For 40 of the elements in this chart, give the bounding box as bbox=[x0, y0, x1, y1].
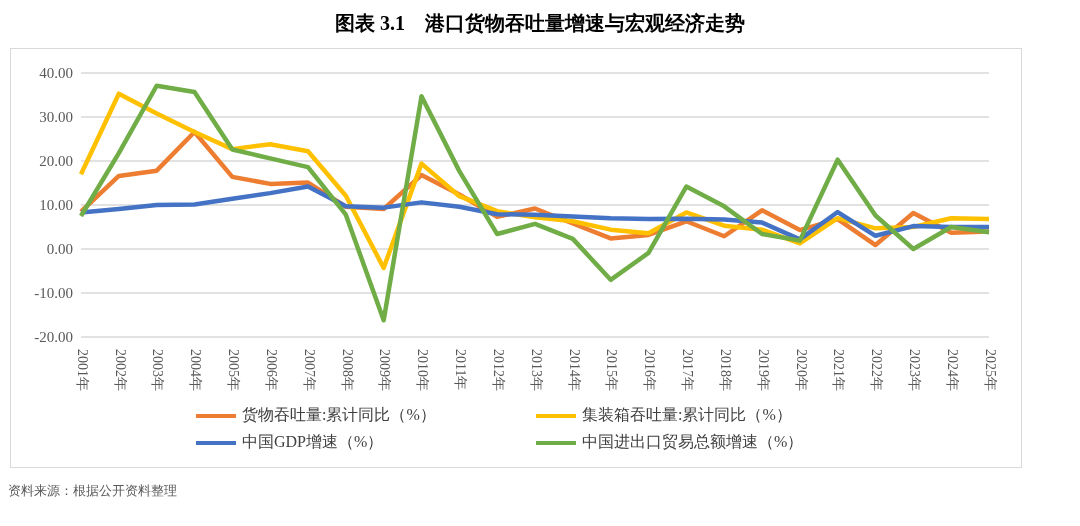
x-tick-label: 2006年 bbox=[263, 349, 279, 391]
x-tick-label: 2025年 bbox=[982, 349, 998, 391]
x-tick-label: 2009年 bbox=[377, 349, 393, 391]
x-tick-label: 2014年 bbox=[566, 349, 582, 391]
y-tick-label: 30.00 bbox=[39, 109, 73, 126]
x-tick-label: 2016年 bbox=[642, 349, 658, 391]
y-tick-label: 10.00 bbox=[39, 197, 73, 214]
x-tick-label: 2022年 bbox=[869, 349, 885, 391]
legend-label: 集装箱吞吐量:累计同比（%） bbox=[582, 405, 792, 425]
x-tick-label: 2001年 bbox=[74, 349, 90, 391]
x-tick-label: 2010年 bbox=[415, 349, 431, 391]
x-tick-label: 2019年 bbox=[755, 349, 771, 391]
chart-title: 图表 3.1 港口货物吞吐量增速与宏观经济走势 bbox=[334, 11, 746, 36]
text: 资料来源：根据公开资料整理 bbox=[8, 482, 178, 500]
legend-label: 中国进出口贸易总额增速（%） bbox=[582, 432, 804, 452]
y-tick-label: -10.00 bbox=[34, 285, 73, 302]
y-tick-label: -20.00 bbox=[34, 329, 73, 346]
x-tick-label: 2003年 bbox=[150, 349, 166, 391]
line-series bbox=[78, 83, 992, 323]
x-tick-label: 2004年 bbox=[188, 349, 204, 391]
x-tick-label: 2008年 bbox=[339, 349, 355, 391]
x-tick-label: 2021年 bbox=[831, 349, 847, 391]
line-series bbox=[78, 184, 992, 242]
x-tick-label: 2024年 bbox=[944, 349, 960, 391]
y-tick-label: 40.00 bbox=[39, 65, 73, 82]
x-tick-label: 2015年 bbox=[604, 349, 620, 391]
x-tick-label: 2018年 bbox=[717, 349, 733, 391]
x-tick-label: 2007年 bbox=[301, 349, 317, 391]
x-tick-label: 2013年 bbox=[528, 349, 544, 391]
x-tick-label: 2020年 bbox=[793, 349, 809, 391]
x-tick-label: 2011年 bbox=[453, 349, 469, 391]
legend-label: 货物吞吐量:累计同比（%） bbox=[242, 405, 436, 425]
x-tick-label: 2002年 bbox=[112, 349, 128, 391]
legend-label: 中国GDP增速（%） bbox=[242, 432, 384, 452]
x-tick-label: 2023年 bbox=[907, 349, 923, 391]
x-tick-label: 2005年 bbox=[226, 349, 242, 391]
x-tick-label: 2017年 bbox=[680, 349, 696, 391]
x-tick-label: 2012年 bbox=[490, 349, 506, 391]
y-tick-label: 20.00 bbox=[39, 153, 73, 170]
y-tick-label: 0.00 bbox=[46, 241, 73, 258]
